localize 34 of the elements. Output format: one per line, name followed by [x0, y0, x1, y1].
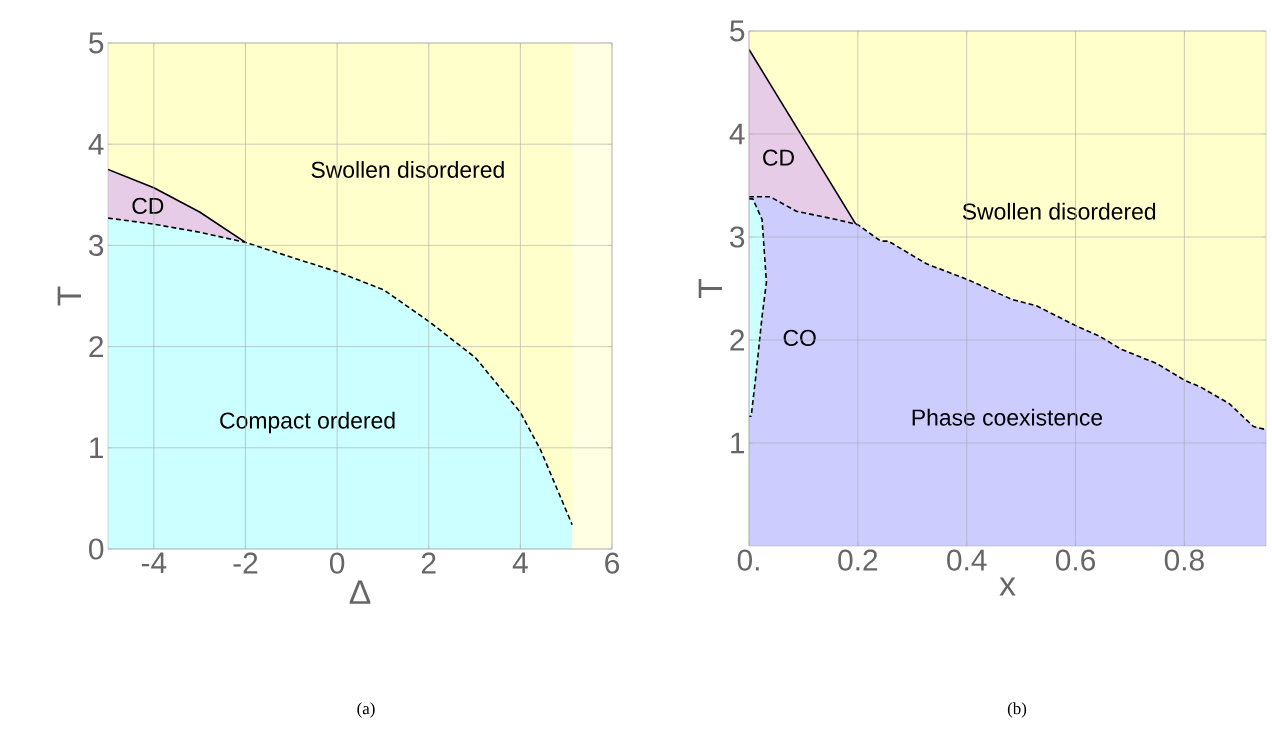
y-tick-label: 3 — [730, 226, 745, 248]
annotation: CO — [783, 329, 816, 347]
x-axis-title: Δ — [349, 580, 371, 604]
x-tick-label: 6 — [605, 552, 620, 574]
text: (b) — [1007, 702, 1027, 718]
y-tick-label: 4 — [88, 133, 104, 155]
x-tick-label: 4 — [512, 552, 528, 574]
x-tick-label: 0.4 — [947, 549, 987, 571]
y-tick-label: 3 — [89, 234, 104, 256]
y-tick-label: 4 — [729, 123, 745, 145]
x-tick-label: -4 — [141, 552, 167, 574]
y-axis-title: T — [57, 286, 82, 306]
y-tick-label: 5 — [89, 32, 104, 54]
x-tick-label: 0. — [737, 549, 759, 571]
x-tick-label: 0.6 — [1055, 549, 1095, 571]
y-tick-label: 2 — [730, 329, 744, 351]
x-tick-label: 0.8 — [1164, 549, 1204, 571]
y-axis-title: T — [698, 278, 723, 299]
annotation: Phase coexistence — [912, 408, 1103, 426]
x-tick-label: 0.2 — [838, 549, 878, 571]
annotation: CD — [763, 149, 794, 166]
x-tick-label: 0 — [329, 552, 345, 574]
text: (a) — [357, 702, 375, 718]
x-tick-label: -2 — [233, 552, 258, 574]
annotation: Swollen disordered — [311, 161, 504, 178]
y-tick-label: 2 — [89, 336, 103, 358]
annotation: Compact ordered — [220, 411, 395, 434]
annotation: CD — [132, 197, 164, 215]
x-tick-label: 2 — [421, 552, 436, 574]
annotation: Swollen disordered — [962, 202, 1156, 220]
y-tick-label: 1 — [731, 432, 745, 454]
y-tick-label: 1 — [90, 437, 104, 459]
x-axis-title: x — [999, 577, 1016, 596]
y-tick-label: 5 — [730, 20, 745, 42]
